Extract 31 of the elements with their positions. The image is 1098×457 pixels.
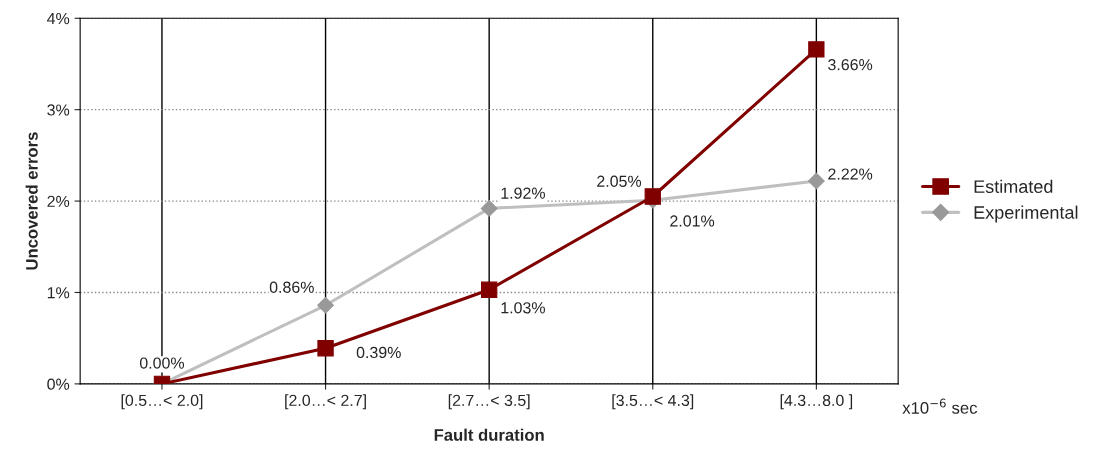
x-tick-label: [4.3…8.0 ]	[780, 394, 853, 410]
point	[807, 172, 825, 190]
y-tick-label: 1%	[47, 287, 70, 299]
x-tick-label: [2.0…< 2.7]	[285, 394, 366, 410]
point	[644, 188, 661, 205]
point	[481, 281, 498, 298]
y-axis-title: Uncovered errors	[25, 132, 38, 270]
y-tick-label: 0%	[47, 378, 70, 390]
data-label: 1.03%	[501, 302, 545, 314]
data-label: 0.39%	[356, 346, 401, 359]
data-label: 0.00%	[139, 357, 185, 369]
data-label: 2.22%	[828, 168, 873, 180]
point	[808, 41, 825, 58]
y-tick-label: 2%	[47, 195, 70, 207]
data-label: 2.05%	[597, 175, 642, 187]
point	[317, 296, 334, 314]
data-label: 1.92%	[501, 187, 545, 199]
legend-label: Experimental	[974, 205, 1078, 223]
data-label: 0.86%	[269, 281, 314, 293]
data-label: 3.66%	[828, 59, 873, 71]
x-tick-label: [2.7…< 3.5]	[448, 394, 530, 410]
x-tick-label: [3.5…< 4.3]	[612, 394, 694, 410]
data-label: 2.01%	[670, 215, 715, 227]
x-axis-title: Fault duration	[434, 428, 544, 441]
text: x10$^{−6}$ sec	[902, 398, 978, 414]
x-tick-label: [0.5…< 2.0]	[121, 394, 203, 410]
y-tick-label: 4%	[47, 12, 70, 25]
point	[317, 340, 334, 357]
point	[480, 200, 498, 217]
legend-label: Estimated	[974, 179, 1053, 193]
y-tick-label: 3%	[47, 104, 70, 116]
